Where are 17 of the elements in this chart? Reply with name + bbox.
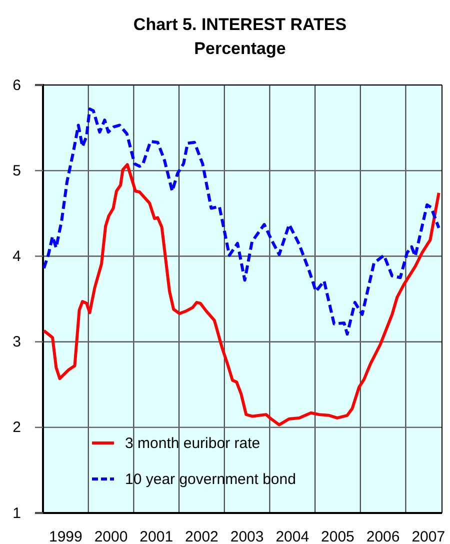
x-tick-label: 2007 [412, 528, 446, 544]
y-tick-label: 1 [12, 504, 21, 522]
x-tick-label: 1999 [48, 528, 82, 544]
y-tick-label: 4 [12, 248, 21, 265]
y-tick-label: 2 [12, 419, 21, 436]
y-tick-label: 5 [12, 162, 21, 180]
x-tick-label: 2006 [366, 528, 400, 544]
x-tick-label: 2004 [276, 528, 310, 544]
x-tick-label: 2002 [185, 528, 218, 544]
x-tick-label: 2001 [140, 528, 174, 544]
y-tick-label: 6 [12, 76, 21, 94]
x-tick-label: 2003 [230, 528, 264, 544]
chart-title: Chart 5. INTEREST RATES [133, 15, 347, 34]
chart-subtitle: Percentage [194, 39, 286, 58]
x-tick-label: 2000 [94, 528, 128, 544]
x-tick-label: 2005 [321, 528, 354, 544]
y-tick-label: 3 [12, 334, 21, 351]
